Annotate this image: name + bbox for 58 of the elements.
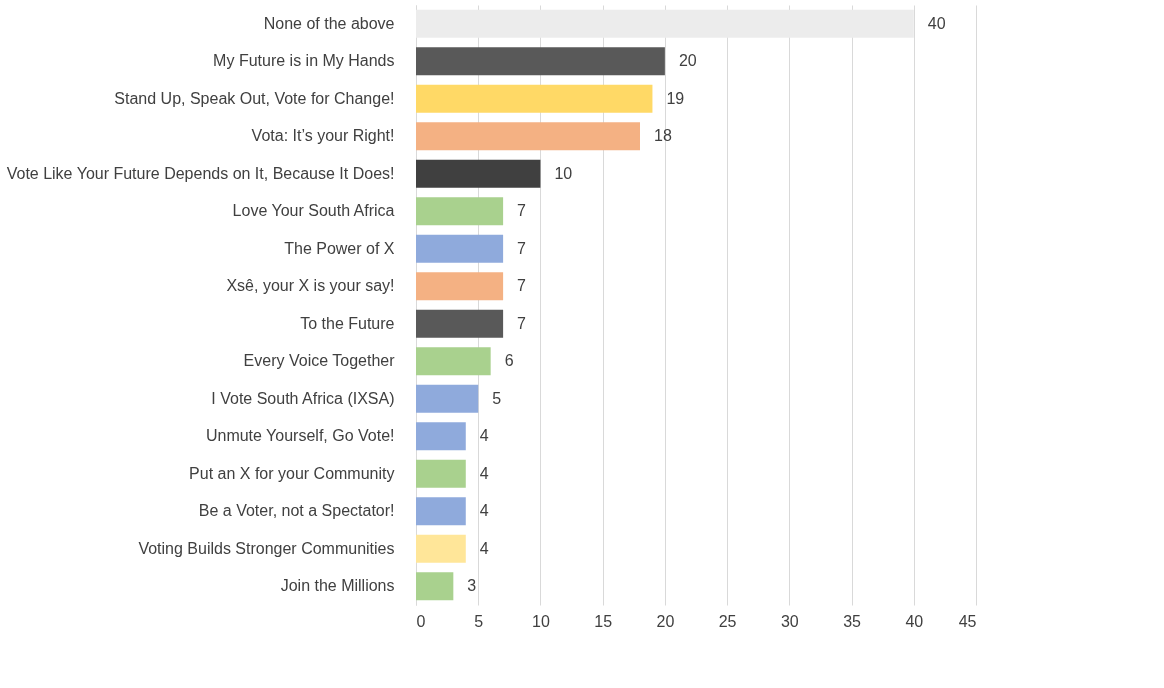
data-label: 18: [654, 127, 672, 145]
bar: [416, 384, 479, 413]
y-tick-label: Vota: It’s your Right!: [251, 127, 395, 145]
y-tick-label: To the Future: [300, 314, 395, 332]
bar: [416, 84, 653, 113]
bar: [416, 347, 491, 376]
y-tick-label: Xsê, your X is your say!: [226, 277, 395, 295]
bar: [416, 497, 466, 526]
bar: [416, 534, 466, 563]
x-tick-label: 20: [656, 612, 675, 630]
x-tick-label: 30: [780, 612, 799, 630]
x-tick-label: 25: [718, 612, 737, 630]
y-tick-label: Voting Builds Stronger Communities: [138, 539, 395, 557]
data-label: 4: [479, 539, 489, 557]
y-tick-label: Every Voice Together: [243, 352, 396, 370]
y-tick-label: Love Your South Africa: [232, 202, 395, 220]
bar: [416, 572, 454, 601]
data-label: 4: [479, 464, 489, 482]
data-label: 7: [517, 277, 527, 295]
bar: [416, 272, 504, 301]
bar: [416, 197, 504, 226]
data-label: 6: [504, 352, 514, 370]
data-label: 7: [517, 239, 527, 257]
x-tick-label: 15: [594, 612, 613, 630]
y-tick-label: My Future is in My Hands: [213, 52, 395, 70]
data-label: 7: [517, 314, 527, 332]
bar: [416, 9, 914, 38]
y-tick-label: Join the Millions: [280, 577, 395, 595]
bar: [416, 47, 665, 76]
y-tick-label: Vote Like Your Future Depends on It, Because It Does!: [6, 164, 395, 182]
bar: [416, 309, 504, 338]
data-label: 5: [492, 389, 502, 407]
x-tick-label: 5: [474, 612, 484, 630]
bar: [416, 122, 640, 151]
y-tick-label: The Power of X: [284, 239, 395, 257]
bar: [416, 234, 504, 263]
bar: [416, 459, 466, 488]
data-label: 19: [666, 89, 685, 107]
x-tick-label: 0: [416, 612, 426, 630]
y-tick-label: None of the above: [263, 14, 395, 32]
bar: [416, 422, 466, 451]
data-label: 7: [517, 202, 527, 220]
x-tick-label: 35: [843, 612, 862, 630]
data-label: 10: [554, 164, 573, 182]
x-tick-label: 10: [532, 612, 550, 630]
y-tick-label: Unmute Yourself, Go Vote!: [205, 427, 395, 445]
x-tick-label: 40: [905, 612, 924, 630]
data-label: 40: [927, 14, 946, 32]
y-tick-label: Be a Voter, not a Spectator!: [198, 502, 395, 520]
bar: [416, 159, 541, 188]
data-label: 4: [479, 502, 489, 520]
data-label: 3: [467, 577, 477, 595]
data-label: 4: [479, 427, 489, 445]
x-tick-label: 45: [958, 612, 977, 630]
y-tick-label: Stand Up, Speak Out, Vote for Change!: [114, 89, 395, 107]
data-label: 20: [678, 52, 697, 70]
y-tick-label: Put an X for your Community: [189, 464, 395, 482]
y-tick-label: I Vote South Africa (IXSA): [211, 389, 395, 407]
